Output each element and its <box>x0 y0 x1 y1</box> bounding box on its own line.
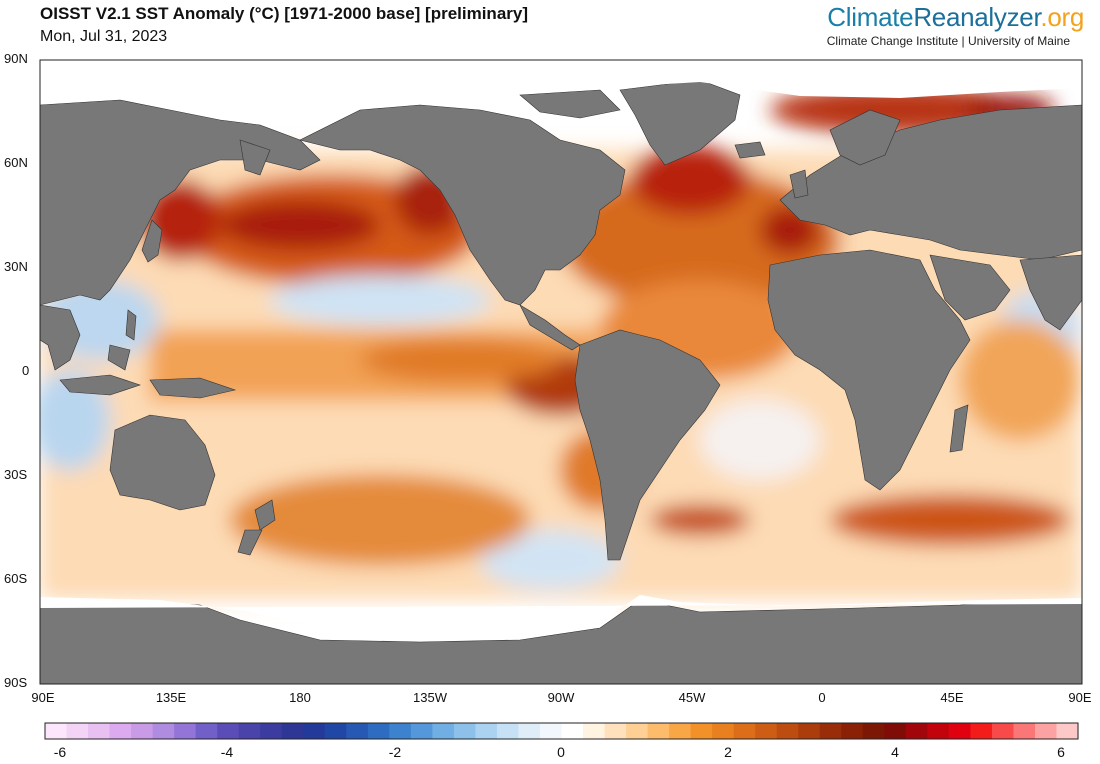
colorbar-label-neg2: -2 <box>388 744 402 760</box>
lon-label-180: 180 <box>289 690 311 705</box>
lon-label-90e-right: 90E <box>1068 690 1092 705</box>
lat-label-0: 0 <box>22 363 30 378</box>
lon-label-135w: 135W <box>413 690 447 705</box>
lon-label-90e-left: 90E <box>31 690 55 705</box>
brand-part-2: Reanalyzer <box>913 2 1041 32</box>
lat-label-60s: 60S <box>4 571 28 586</box>
map-title: OISST V2.1 SST Anomaly (°C) [1971-2000 b… <box>40 4 529 23</box>
lon-label-45e: 45E <box>940 690 964 705</box>
colorbar-label-2: 2 <box>724 744 732 760</box>
map-date: Mon, Jul 31, 2023 <box>40 28 168 45</box>
lon-label-0: 0 <box>818 690 826 705</box>
lat-label-60n: 60N <box>4 155 28 170</box>
map-frame <box>39 59 1083 685</box>
lat-label-90n: 90N <box>4 51 28 66</box>
brand-logo[interactable]: ClimateReanalyzer.org <box>827 2 1084 33</box>
lat-label-90s: 90S <box>4 675 28 690</box>
lon-label-90w: 90W <box>547 690 575 705</box>
brand-subtitle: Climate Change Institute | University of… <box>826 34 1070 48</box>
colorbar-label-0: 0 <box>557 744 565 760</box>
colorbar-label-6: 6 <box>1057 744 1065 760</box>
lon-label-135e: 135E <box>155 690 187 705</box>
lat-label-30n: 30N <box>4 259 28 274</box>
brand-part-1: Climate <box>827 2 914 32</box>
land-masses <box>40 79 1082 684</box>
lat-label-30s: 30S <box>4 467 28 482</box>
colorbar-label-neg4: -4 <box>220 744 234 760</box>
lon-label-45w: 45W <box>678 690 706 705</box>
brand-part-3: .org <box>1040 2 1084 32</box>
colorbar-label-4: 4 <box>891 744 899 760</box>
sea-ice-north <box>40 60 1082 105</box>
colorbar-label-neg6: -6 <box>53 744 67 760</box>
sea-ice-south <box>40 595 1082 638</box>
